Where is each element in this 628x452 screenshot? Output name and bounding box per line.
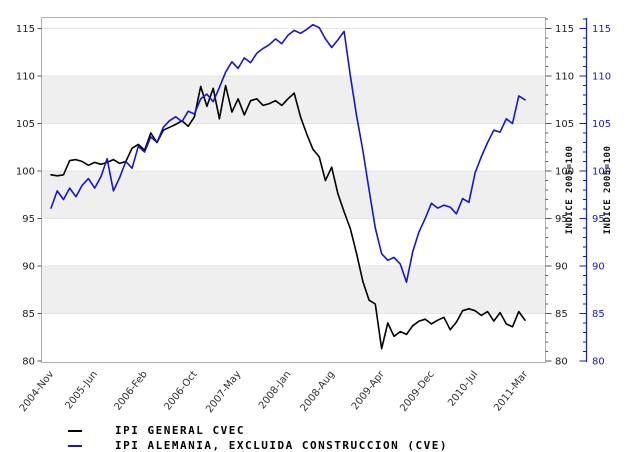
right-axis-tick-label: 115 <box>555 24 574 35</box>
left-axis-tick-label: 115 <box>16 24 35 35</box>
x-tick-label: 2009-Apr <box>350 368 388 412</box>
legend-item-ipi-general: IPI GENERAL CVEC <box>68 423 448 438</box>
x-tick-label: 2007-May <box>204 369 243 415</box>
axis2-tick-label: 90 <box>592 262 605 273</box>
axis2-tick-label: 85 <box>592 309 605 320</box>
left-axis-tick-label: 110 <box>16 72 35 83</box>
x-tick-label: 2011-Mar <box>492 368 531 413</box>
series-line-ipi-general <box>50 84 526 350</box>
x-tick-label: 2010-Jul <box>446 369 480 409</box>
right-axis-tick-label: 110 <box>555 72 574 83</box>
left-axis-tick-label: 100 <box>16 167 35 178</box>
grid-band <box>42 76 545 124</box>
right-axis-tick-label: 90 <box>555 262 568 273</box>
grid-band <box>42 171 545 219</box>
x-tick-label: 2006-Oct <box>162 369 199 413</box>
axis2-tick-label: 115 <box>592 24 611 35</box>
series-line-ipi-alemania <box>50 23 526 284</box>
right-axis-title: INDICE 2005=100 <box>565 146 575 235</box>
left-axis-tick-label: 80 <box>22 357 35 368</box>
left-axis-tick-label: 90 <box>22 262 35 273</box>
legend-item-ipi-alemania: IPI ALEMANIA, EXCLUIDA CONSTRUCCION (CVE… <box>68 438 448 452</box>
right-axis-tick-label: 85 <box>555 309 568 320</box>
right-axis-tick-label: 80 <box>555 357 568 368</box>
x-tick-label: 2008-Aug <box>299 369 337 414</box>
legend-label-ipi-general: IPI GENERAL CVEC <box>115 424 245 437</box>
x-tick-label: 2006-Feb <box>112 369 149 413</box>
left-axis-tick-label: 105 <box>16 119 35 130</box>
axis2-tick-label: 100 <box>592 167 611 178</box>
chart-legend: IPI GENERAL CVEC IPI ALEMANIA, EXCLUIDA … <box>68 423 448 452</box>
chart-canvas: 80 85 90 95 100 105 110 115 80 85 90 95 100 105 110 115… <box>16 17 613 415</box>
x-tick-label: 2008-Jan <box>257 369 293 411</box>
right-axis-tick-label: 105 <box>555 119 574 130</box>
x-tick-label: 2009-Dec <box>398 369 436 414</box>
left-axis-tick-label: 85 <box>22 309 35 320</box>
legend-label-ipi-alemania: IPI ALEMANIA, EXCLUIDA CONSTRUCCION (CVE… <box>115 439 449 452</box>
axis2-tick-label: 110 <box>592 72 611 83</box>
axis2-tick-label: 105 <box>592 119 611 130</box>
grid-band <box>42 266 545 314</box>
legend-swatch-blue-line <box>68 444 82 447</box>
x-tick-label: 2005-Jun <box>63 369 100 411</box>
axis2-tick-label: 95 <box>592 214 605 225</box>
legend-swatch-black-line <box>68 429 82 432</box>
left-axis-tick-label: 95 <box>22 214 35 225</box>
axis2-tick-label: 80 <box>592 357 605 368</box>
right-axis2-title: INDICE 2005=100 <box>603 146 613 235</box>
right-axis-tick-label: 100 <box>555 167 574 178</box>
x-tick-label: 2004-Nov <box>18 369 57 414</box>
right-axis-tick-label: 95 <box>555 214 568 225</box>
